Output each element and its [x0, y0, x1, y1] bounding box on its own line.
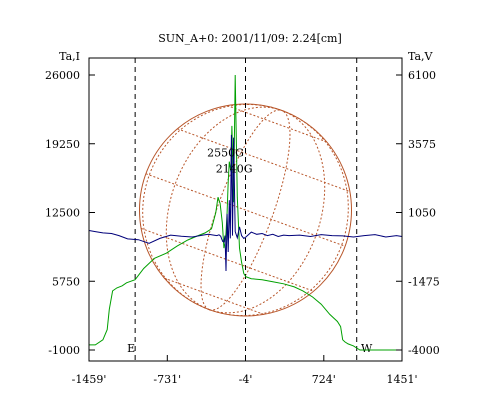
latitude-line-1	[140, 227, 314, 292]
longitude-line-3	[209, 109, 291, 311]
plot-frame	[88, 57, 403, 362]
longitude-line-5	[209, 109, 349, 317]
series-lines	[88, 74, 403, 351]
x-tick-label-3: 724'	[312, 373, 336, 386]
right-axis-label: Ta,V	[408, 50, 434, 63]
annotation-0: 2550G	[207, 146, 244, 159]
right-tick-label-1: 3575	[408, 138, 436, 151]
latitude-line-0	[164, 277, 265, 315]
right-tick-label-0: 6100	[408, 69, 436, 82]
latitude-line-3	[177, 128, 351, 193]
longitude-line-2	[200, 109, 282, 311]
longitude-line-4	[209, 109, 326, 314]
left-tick-label-2: 12500	[45, 207, 80, 220]
right-tick-label-2: 1050	[408, 207, 436, 220]
axis-ticks: 26000 19250 12500 5750 -1000 6100 3575 1050 -147…	[45, 69, 440, 386]
longitude-line-0	[142, 103, 282, 311]
latitude-line-4	[226, 105, 327, 143]
left-axis-label: Ta,I	[59, 50, 80, 63]
left-tick-label-0: 26000	[45, 69, 80, 82]
longitude-line-1	[165, 106, 282, 311]
latitude-line-2	[145, 173, 346, 247]
x-tick-label-2: -4'	[239, 373, 253, 386]
x-tick-label-1: -731'	[153, 373, 181, 386]
marker-label-2: W	[361, 342, 373, 355]
right-tick-label-3: -1475	[408, 275, 440, 288]
x-tick-label-4: 1451'	[386, 373, 417, 386]
marker-label-0: E	[127, 342, 135, 355]
solar-disk-grid	[139, 103, 352, 317]
annotation-1: 2140G	[216, 162, 253, 175]
left-tick-label-3: 5750	[52, 275, 80, 288]
x-tick-label-0: -1459'	[72, 373, 107, 386]
left-tick-label-1: 19250	[45, 138, 80, 151]
right-tick-label-4: -4000	[408, 344, 440, 357]
chart-title: SUN_A+0: 2001/11/09: 2.24[cm]	[158, 32, 342, 45]
annotations: 2550G 2140G	[207, 146, 252, 175]
left-tick-label-4: -1000	[48, 344, 80, 357]
series-line-1	[88, 134, 403, 272]
